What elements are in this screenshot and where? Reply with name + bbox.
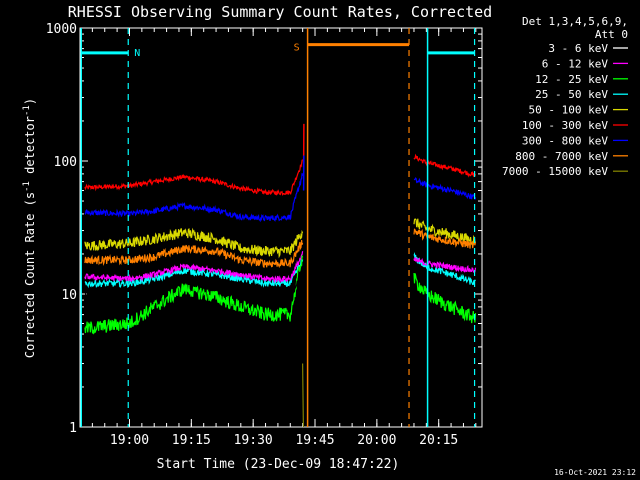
series-line-0-0 <box>84 159 304 196</box>
x-tick-label: 19:30 <box>234 433 273 448</box>
y-tick-label: 100 <box>54 155 77 170</box>
legend: Det 1,3,4,5,6,9,Att 03 - 6 keV 6 - 12 keV… <box>502 15 628 178</box>
legend-entry-label: 6 - 12 keV <box>542 57 609 70</box>
series-line-4-0 <box>84 257 304 289</box>
legend-entry-label: 3 - 6 keV <box>548 42 608 55</box>
y-tick-label: 1000 <box>46 22 77 37</box>
legend-entry-label: 100 - 300 keV <box>522 119 608 132</box>
series-line-2-1 <box>413 218 476 247</box>
y-tick-label: 1 <box>69 421 77 436</box>
legend-entry-label: 50 - 100 keV <box>529 104 609 117</box>
chart-title: RHESSI Observing Summary Count Rates, Co… <box>68 3 492 21</box>
saa-label: S <box>294 43 300 54</box>
legend-header-line: Att 0 <box>595 28 628 41</box>
x-tick-label: 19:15 <box>172 433 211 448</box>
y-axis-label: Corrected Count Rate (s-1 detector-1) <box>22 98 37 358</box>
x-axis-label: Start Time (23-Dec-09 18:47:22) <box>157 457 400 472</box>
series-line-2-0 <box>84 227 304 259</box>
series-line-6-1 <box>413 272 477 324</box>
night-label: N <box>134 48 140 59</box>
series-line-0-1 <box>413 153 477 178</box>
plot-frame <box>79 27 483 428</box>
series-line-5-1 <box>413 256 477 274</box>
series-line-1-0 <box>84 173 304 223</box>
series-line-7-0 <box>84 268 304 302</box>
series-line-5-0 <box>84 251 304 284</box>
x-tick-label: 19:00 <box>110 433 149 448</box>
legend-entry-label: 12 - 25 keV <box>535 73 608 86</box>
legend-header-line: Det 1,3,4,5,6,9, <box>522 15 628 28</box>
legend-entry-label: 7000 - 15000 keV <box>502 165 608 178</box>
series-line-3-0 <box>84 240 304 269</box>
series-line-8-0 <box>302 363 304 428</box>
series-line-4-1 <box>413 251 476 286</box>
series-group <box>84 123 477 428</box>
legend-entry-label: 25 - 50 keV <box>535 88 608 101</box>
footer-timestamp: 16-Oct-2021 23:12 <box>554 468 636 477</box>
x-tick-label: 20:00 <box>357 433 396 448</box>
y-tick-label: 10 <box>61 288 77 303</box>
axes: 1 10 100 1000 19:00 19:15 19:30 19:45 20:00 20:15 <box>46 22 483 448</box>
legend-entry-label: 300 - 800 keV <box>522 134 608 147</box>
x-tick-label: 19:45 <box>295 433 334 448</box>
legend-entry-label: 800 - 7000 keV <box>515 150 608 163</box>
series-line-3-1 <box>413 228 477 249</box>
x-tick-label: 20:15 <box>419 433 458 448</box>
series-line-1-1 <box>413 177 477 200</box>
